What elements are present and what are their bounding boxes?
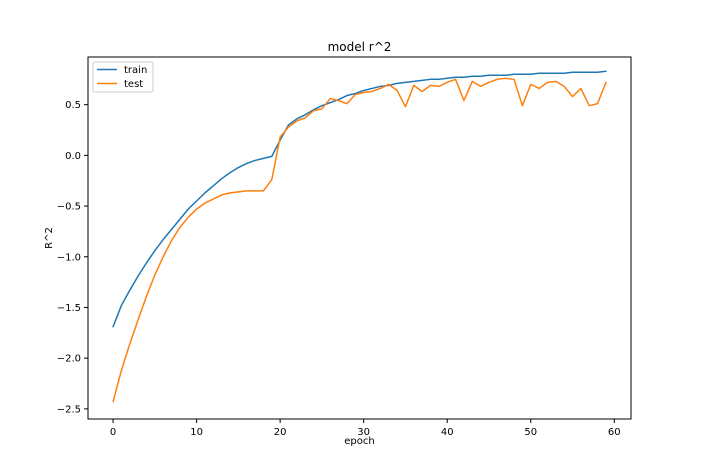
x-tick-label: 20 xyxy=(274,427,287,438)
x-tick-label: 10 xyxy=(190,427,203,438)
chart-title: model r^2 xyxy=(328,40,392,54)
y-axis: −2.5 −2.0 −1.5 −1.0 −0.5 0.0 0.5 xyxy=(57,100,88,415)
y-tick-label: −1.5 xyxy=(57,303,81,314)
legend-label-test: test xyxy=(124,79,143,90)
x-tick-label: 40 xyxy=(441,427,454,438)
y-tick-label: −0.5 xyxy=(57,202,81,213)
y-axis-label: R^2 xyxy=(44,227,55,249)
legend-label-train: train xyxy=(124,65,147,76)
x-tick-label: 60 xyxy=(608,427,621,438)
y-tick-label: 0.0 xyxy=(65,151,81,162)
x-tick-label: 50 xyxy=(524,427,537,438)
legend: train test xyxy=(92,61,154,93)
x-axis-label: epoch xyxy=(344,436,374,447)
plot-frame xyxy=(87,56,632,420)
x-tick-label: 30 xyxy=(357,427,370,438)
y-tick-label: −1.0 xyxy=(57,252,81,263)
y-tick-label: −2.0 xyxy=(57,354,81,365)
series-line-train xyxy=(112,70,607,328)
y-tick-label: 0.5 xyxy=(65,100,81,111)
x-axis: 0 10 20 30 40 50 60 xyxy=(110,419,621,438)
series-line-test xyxy=(112,77,607,403)
series-layer xyxy=(112,70,607,403)
y-tick-label: −2.5 xyxy=(57,404,81,415)
plot-background xyxy=(88,57,631,419)
x-tick-label: 0 xyxy=(110,427,116,438)
